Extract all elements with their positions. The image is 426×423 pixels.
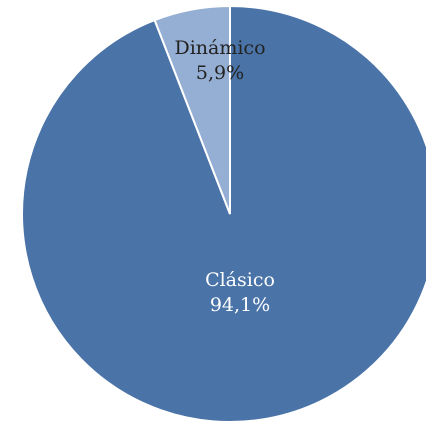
slice-value-clasico: 94,1%: [210, 294, 270, 316]
slice-label-dinamico: Dinámico: [174, 37, 265, 59]
pie-slice-clasico: [21, 4, 426, 423]
slice-value-dinamico: 5,9%: [196, 62, 244, 84]
slice-label-clasico: Clásico: [205, 269, 275, 291]
pie-slice-dinamico: [153, 4, 231, 215]
